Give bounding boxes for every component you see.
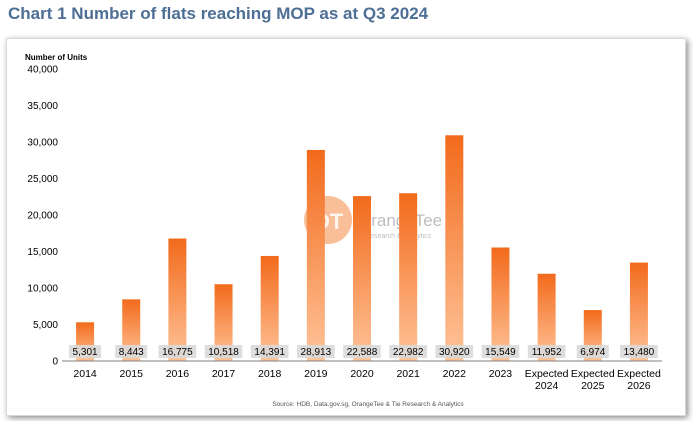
value-label: 10,518	[208, 347, 239, 358]
y-tick-label: 30,000	[27, 138, 58, 149]
watermark-tagline: Research & Analytics	[365, 233, 432, 240]
value-label-box	[620, 345, 658, 358]
y-axis-title: Number of Units	[25, 53, 88, 62]
y-tick-label: 40,000	[27, 65, 58, 76]
value-label: 15,549	[485, 347, 516, 358]
value-label-box	[527, 345, 566, 358]
value-label: 8,443	[119, 347, 144, 358]
value-label-box	[115, 345, 148, 358]
value-label: 22,982	[393, 347, 424, 358]
bar	[260, 255, 279, 361]
value-label-box	[250, 345, 289, 358]
x-tick-label: Expected 2024	[525, 368, 569, 392]
value-label: 28,913	[301, 347, 332, 358]
x-tick-label: 2015	[120, 368, 144, 380]
x-tick-label: 2017	[212, 368, 236, 380]
x-tick-label: 2016	[166, 368, 190, 380]
value-label-box	[69, 345, 102, 358]
x-tick-label: 2023	[489, 368, 513, 380]
value-label-box	[204, 345, 243, 358]
x-tick-label: 2022	[443, 368, 467, 380]
source-note: Source: HDB, Data.gov.sg, OrangeTee & Ti…	[272, 401, 464, 408]
x-tick-label: 2018	[258, 368, 282, 380]
x-tick-label: Expected 2026	[617, 368, 661, 392]
value-label-box	[576, 345, 609, 358]
value-label-box	[297, 345, 335, 358]
y-tick-label: 25,000	[27, 174, 58, 185]
y-tick-label: 20,000	[27, 211, 58, 222]
value-label-box	[389, 345, 427, 358]
y-tick-label: 15,000	[27, 247, 58, 258]
bar	[214, 284, 233, 361]
value-label: 13,480	[624, 347, 655, 358]
value-label-box	[435, 345, 474, 358]
x-tick-label: 2019	[304, 368, 328, 380]
bar	[537, 273, 556, 361]
value-label-box	[481, 345, 520, 358]
bar	[353, 196, 371, 361]
bar	[629, 262, 648, 361]
value-label: 11,952	[532, 347, 562, 358]
x-tick-label: 2014	[73, 368, 97, 380]
y-tick-label: 5,000	[33, 320, 58, 331]
value-label: 14,391	[254, 347, 285, 358]
x-tick-label: 2020	[350, 368, 374, 380]
x-tick-label: Expected 2025	[571, 368, 615, 392]
bar	[306, 149, 325, 361]
value-label: 30,920	[439, 347, 470, 358]
value-label: 16,775	[162, 347, 193, 358]
y-tick-label: 35,000	[27, 101, 58, 112]
value-label: 5,301	[73, 347, 98, 358]
bar	[168, 238, 187, 361]
value-label: 22,588	[347, 347, 378, 358]
bar	[491, 247, 510, 361]
bar	[445, 135, 464, 361]
value-label-box	[158, 345, 197, 358]
value-label: 6,974	[580, 347, 605, 358]
y-tick-label: 0	[52, 357, 58, 368]
bar	[399, 193, 418, 361]
value-label-box	[343, 345, 381, 358]
x-tick-label: 2021	[396, 368, 420, 380]
y-tick-label: 10,000	[27, 284, 58, 295]
chart-heading: Chart 1 Number of flats reaching MOP as …	[8, 4, 429, 23]
